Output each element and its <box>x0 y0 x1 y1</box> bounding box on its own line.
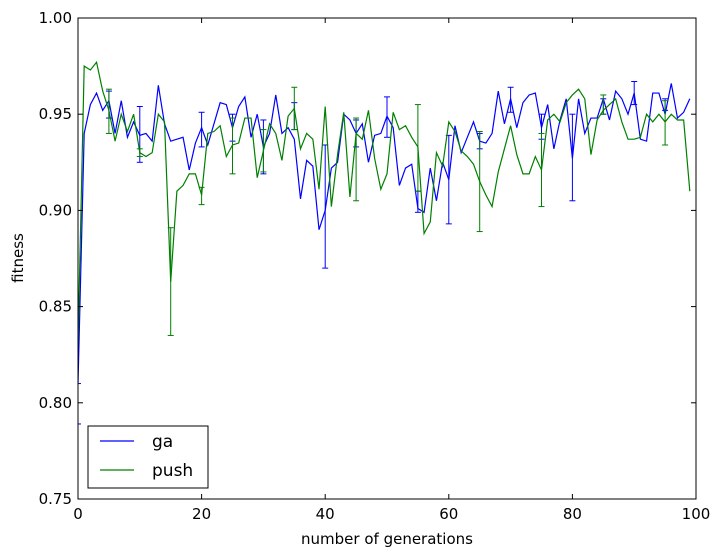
error-bar-ga <box>569 113 576 202</box>
error-bar-push <box>229 117 236 175</box>
error-bar-push <box>600 94 607 115</box>
y-axis-label: fitness <box>9 233 27 283</box>
y-tick-label: 1.00 <box>39 9 72 27</box>
y-tick-label: 0.80 <box>39 394 72 412</box>
error-bar-push <box>136 148 143 158</box>
error-bar-push <box>414 104 421 192</box>
error-bar-ga <box>384 96 390 138</box>
x-tick-label: 100 <box>682 505 711 523</box>
legend-box <box>87 425 209 489</box>
error-bar-ga <box>445 134 452 225</box>
ticks-layer: 0 20 40 60 80 100 0.75 0.80 0.85 0.90 0.95 1.00 <box>39 9 711 523</box>
x-axis-label: number of generations <box>301 530 473 548</box>
y-tick-label: 0.90 <box>39 201 72 219</box>
x-tick-label: 40 <box>316 505 335 523</box>
legend-label-ga: ga <box>152 432 173 452</box>
series-line-ga <box>78 83 691 384</box>
x-tick-label: 80 <box>563 505 582 523</box>
error-bar-ga <box>631 80 638 106</box>
error-bar-ga <box>78 383 81 425</box>
y-tick-label: 0.75 <box>39 490 72 508</box>
x-tick-label: 0 <box>73 505 83 523</box>
series-layer <box>78 60 691 425</box>
error-bar-push <box>476 131 483 233</box>
plot-area <box>78 60 691 425</box>
error-bar-push <box>353 117 360 202</box>
x-tick-label: 60 <box>439 505 458 523</box>
plot-frame <box>77 17 697 500</box>
series-line-push <box>78 60 691 346</box>
error-bar-ga <box>322 144 329 269</box>
error-bar-push <box>198 186 205 206</box>
legend-label-push: push <box>152 461 193 481</box>
error-bar-push <box>291 86 298 131</box>
y-tick-label: 0.95 <box>39 105 72 123</box>
error-bar-push <box>662 100 669 146</box>
error-bar-push <box>167 227 174 336</box>
error-bar-push <box>105 88 112 134</box>
error-bar-push <box>538 132 545 208</box>
error-bar-push <box>260 129 267 173</box>
error-bar-ga <box>507 86 514 113</box>
error-bar-ga <box>198 111 205 148</box>
y-tick-label: 0.85 <box>39 298 72 316</box>
legend: ga push <box>87 425 209 489</box>
x-tick-label: 20 <box>192 505 211 523</box>
